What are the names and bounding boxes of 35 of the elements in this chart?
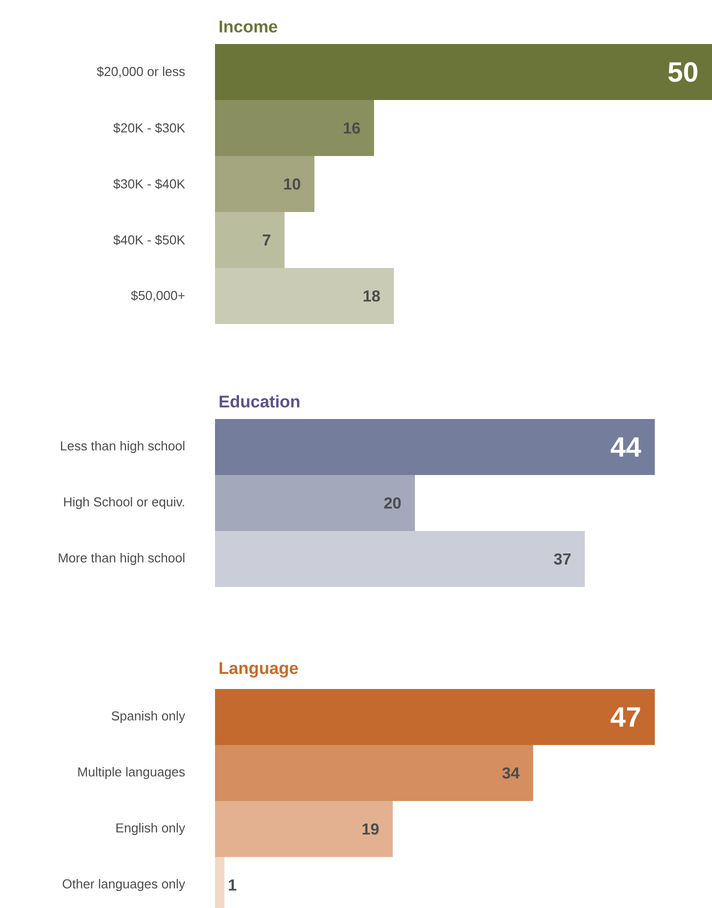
y-tick-label: Multiple languages [78,766,185,780]
bar [215,745,534,802]
y-tick-label: Less than high school [61,440,184,454]
data-label: 47 [610,707,640,727]
data-label: 20 [384,497,401,509]
bar [215,801,393,858]
y-tick-label: Spanish only [112,710,186,724]
y-tick-label: $20,000 or less [96,66,185,78]
y-tick-label: English only [116,822,186,836]
data-label: 18 [364,290,380,302]
bar [215,44,712,100]
chart-title: Language [220,662,298,678]
y-tick-label: Other languages only [62,878,186,892]
data-label: 34 [502,767,520,779]
y-tick-label: High School or equiv. [64,496,184,510]
data-label: 1 [228,880,236,890]
data-label: 50 [668,62,698,82]
y-tick-label: $20K - $30K [113,122,186,134]
data-label: 7 [262,234,270,246]
data-label: 37 [554,553,571,565]
y-tick-label: $50,000+ [130,290,185,302]
bar [215,689,655,746]
data-label: 10 [284,178,300,190]
y-tick-label: $40K - $50K [113,234,186,246]
data-label: 16 [344,122,360,134]
bar [215,156,314,212]
chart-title: Education [220,395,300,408]
y-tick-label: More than high school [58,552,184,566]
y-tick-label: $30K - $40K [113,178,186,190]
bar [215,100,374,156]
data-label: 44 [610,437,642,457]
bar [215,268,394,324]
bar [215,212,285,268]
chart-title: Income [220,20,278,33]
data-label: 19 [362,823,379,835]
